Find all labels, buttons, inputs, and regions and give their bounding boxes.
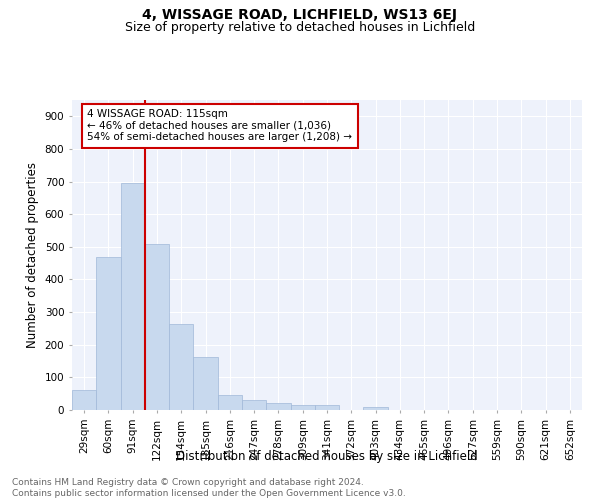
Bar: [72, 390, 96, 410]
Bar: [218, 394, 242, 410]
Text: Contains HM Land Registry data © Crown copyright and database right 2024.
Contai: Contains HM Land Registry data © Crown c…: [12, 478, 406, 498]
Bar: [121, 183, 145, 410]
Text: Distribution of detached houses by size in Lichfield: Distribution of detached houses by size …: [176, 450, 478, 463]
Bar: [364, 408, 388, 410]
Bar: [242, 400, 266, 410]
Text: 4 WISSAGE ROAD: 115sqm
← 46% of detached houses are smaller (1,036)
54% of semi-: 4 WISSAGE ROAD: 115sqm ← 46% of detached…: [88, 110, 352, 142]
Bar: [315, 406, 339, 410]
Bar: [193, 357, 218, 410]
Bar: [169, 324, 193, 410]
Bar: [96, 256, 121, 410]
Bar: [290, 405, 315, 410]
Y-axis label: Number of detached properties: Number of detached properties: [26, 162, 39, 348]
Bar: [145, 244, 169, 410]
Bar: [266, 404, 290, 410]
Text: Size of property relative to detached houses in Lichfield: Size of property relative to detached ho…: [125, 21, 475, 34]
Text: 4, WISSAGE ROAD, LICHFIELD, WS13 6EJ: 4, WISSAGE ROAD, LICHFIELD, WS13 6EJ: [143, 8, 458, 22]
